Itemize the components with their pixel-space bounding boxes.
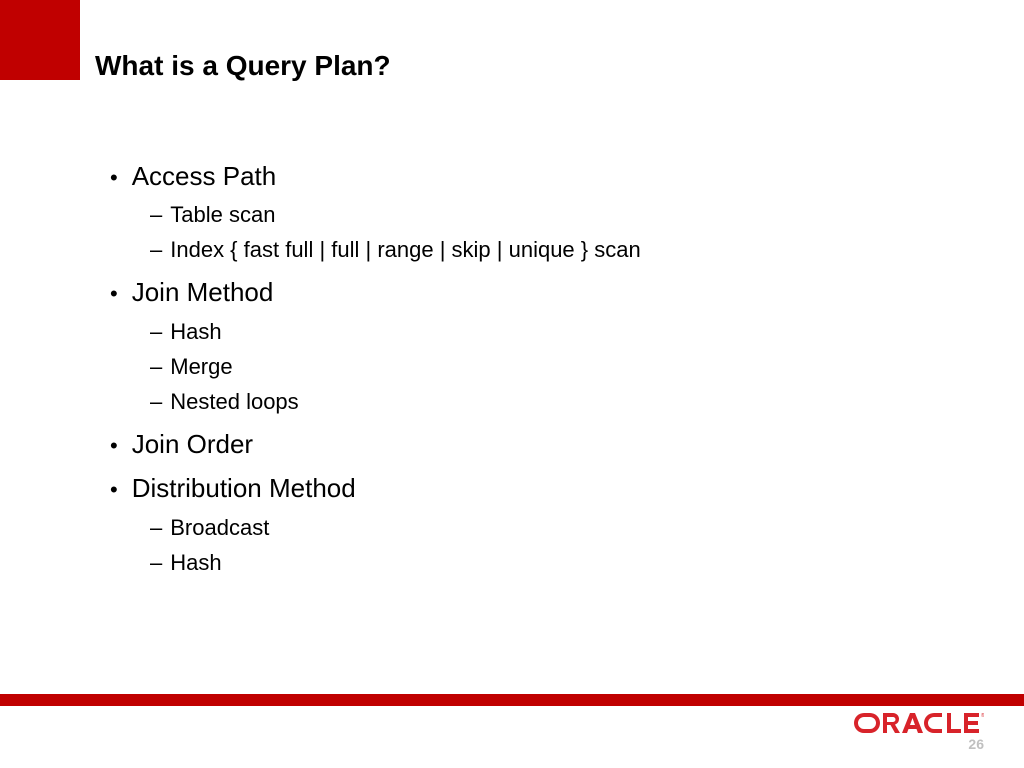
page-number: 26 [968,736,984,752]
sub-bullet-item: –Table scan [150,198,964,231]
sub-bullet-marker: – [150,315,162,348]
bullet-item: • Join Method [110,274,964,310]
bullet-label: Join Method [132,274,274,310]
bullet-marker: • [110,279,118,310]
svg-text:®: ® [981,712,984,719]
bullet-marker: • [110,475,118,506]
content-area: •Access Path–Table scan–Index { fast ful… [110,150,964,579]
sub-bullet-label: Broadcast [170,511,269,544]
sub-bullet-label: Nested loops [170,385,298,418]
sub-bullet-label: Index { fast full | full | range | skip … [170,233,640,266]
sub-bullet-item: –Merge [150,350,964,383]
header-red-block [0,0,80,80]
sub-bullet-marker: – [150,198,162,231]
sub-bullet-item: –Hash [150,546,964,579]
sub-bullet-item: –Broadcast [150,511,964,544]
sub-bullet-label: Merge [170,350,232,383]
bullet-item: • Distribution Method [110,470,964,506]
sub-bullet-marker: – [150,385,162,418]
sub-bullet-marker: – [150,350,162,383]
bullet-label: Access Path [132,158,277,194]
sub-bullet-item: –Nested loops [150,385,964,418]
bullet-item: • Access Path [110,158,964,194]
slide: What is a Query Plan? •Access Path–Table… [0,0,1024,768]
slide-title: What is a Query Plan? [95,50,391,82]
bullet-marker: • [110,431,118,462]
bullet-marker: • [110,163,118,194]
sub-bullet-item: –Hash [150,315,964,348]
sub-bullet-marker: – [150,511,162,544]
sub-bullet-marker: – [150,233,162,266]
bullet-label: Distribution Method [132,470,356,506]
sub-bullet-label: Table scan [170,198,275,231]
sub-bullet-marker: – [150,546,162,579]
sub-bullet-label: Hash [170,315,221,348]
oracle-logo: ® [854,712,984,734]
bullet-label: Join Order [132,426,253,462]
bullet-item: • Join Order [110,426,964,462]
footer-red-bar [0,694,1024,706]
sub-bullet-label: Hash [170,546,221,579]
sub-bullet-item: –Index { fast full | full | range | skip… [150,233,964,266]
